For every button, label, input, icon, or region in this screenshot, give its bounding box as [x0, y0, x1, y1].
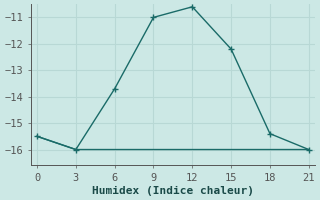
X-axis label: Humidex (Indice chaleur): Humidex (Indice chaleur) — [92, 186, 254, 196]
